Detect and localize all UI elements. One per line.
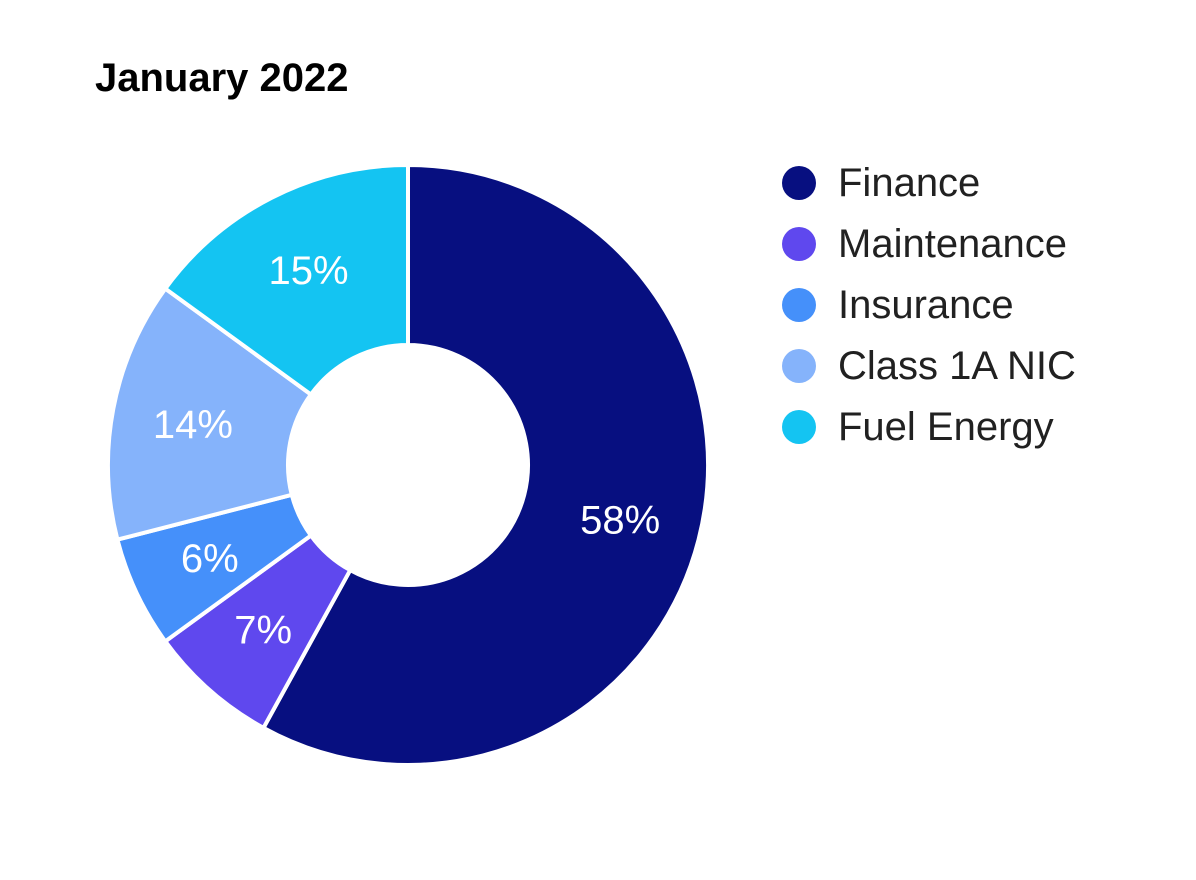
- legend-label-class-1a-nic: Class 1A NIC: [838, 343, 1076, 388]
- donut-slice-labels: 58% 7% 6% 14% 15%: [153, 249, 660, 652]
- legend-item-fuel-energy: Fuel Energy: [782, 396, 1076, 457]
- legend: Finance Maintenance Insurance Class 1A NIC F…: [782, 152, 1076, 457]
- slice-fuel-energy: [163, 163, 410, 397]
- slice-label-class-1a-nic: 14%: [153, 403, 233, 447]
- legend-label-fuel-energy: Fuel Energy: [838, 404, 1054, 449]
- legend-swatch-finance: [782, 165, 816, 200]
- slice-label-insurance: 6%: [181, 537, 239, 581]
- slice-class-1a-nic: [106, 286, 313, 542]
- legend-swatch-fuel-energy: [782, 409, 816, 444]
- donut-slices: [106, 163, 710, 767]
- legend-label-finance: Finance: [838, 160, 981, 205]
- chart-title: January 2022: [95, 56, 349, 100]
- donut-chart: 58% 7% 6% 14% 15%: [106, 163, 710, 767]
- legend-item-maintenance: Maintenance: [782, 213, 1076, 274]
- legend-label-maintenance: Maintenance: [838, 221, 1068, 266]
- slice-finance: [261, 163, 710, 767]
- legend-swatch-class-1a-nic: [782, 348, 816, 383]
- legend-swatch-maintenance: [782, 226, 816, 261]
- legend-item-class-1a-nic: Class 1A NIC: [782, 335, 1076, 396]
- legend-item-finance: Finance: [782, 152, 1076, 213]
- legend-swatch-insurance: [782, 287, 816, 322]
- legend-item-insurance: Insurance: [782, 274, 1076, 335]
- slice-label-maintenance: 7%: [234, 608, 292, 652]
- slice-label-fuel-energy: 15%: [269, 249, 349, 293]
- legend-label-insurance: Insurance: [838, 282, 1014, 327]
- slice-label-finance: 58%: [580, 498, 660, 542]
